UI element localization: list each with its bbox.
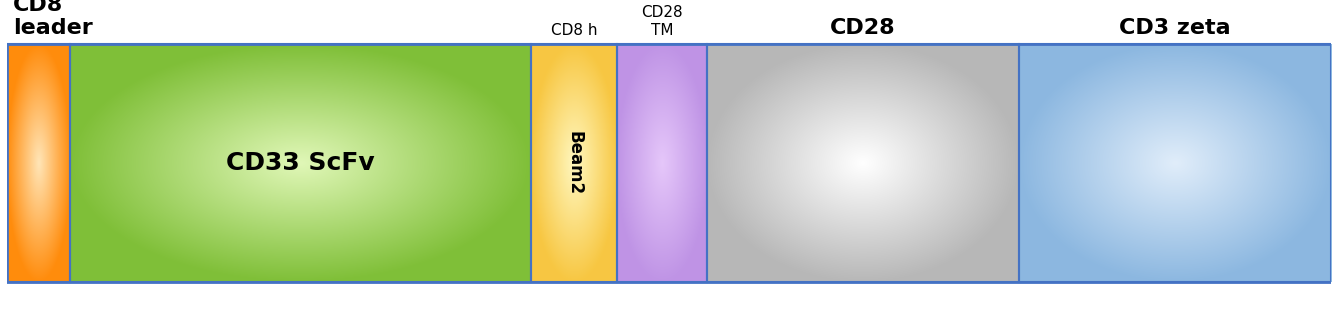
Bar	[7, 44, 71, 282]
Text: CD3 zeta: CD3 zeta	[1119, 18, 1231, 38]
Text: CD8
leader: CD8 leader	[13, 0, 94, 38]
Text: CD28: CD28	[830, 18, 895, 38]
Bar	[531, 44, 617, 282]
Text: CD33 ScFv: CD33 ScFv	[226, 151, 375, 175]
Text: Beam2: Beam2	[565, 131, 583, 195]
Bar	[1018, 44, 1331, 282]
Bar	[617, 44, 708, 282]
Bar	[71, 44, 531, 282]
Text: CD28
TM: CD28 TM	[641, 6, 684, 38]
Bar	[7, 44, 1331, 282]
Bar	[708, 44, 1018, 282]
Text: CD8 h: CD8 h	[551, 23, 598, 38]
